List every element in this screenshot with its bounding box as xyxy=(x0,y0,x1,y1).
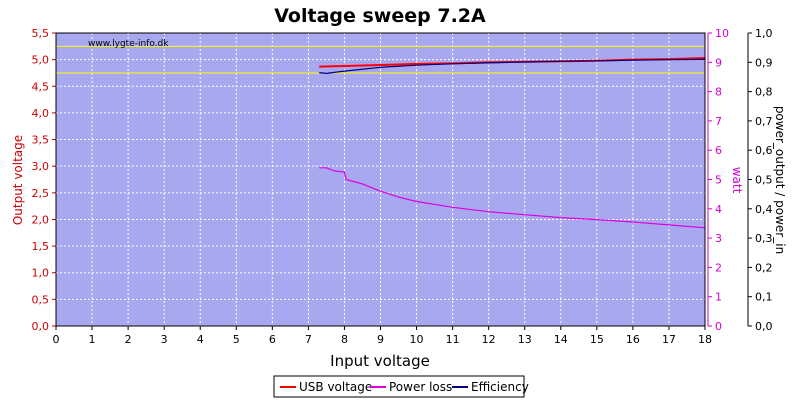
left-tick-label: 0,5 xyxy=(32,293,50,306)
right2-tick-label: 0,1 xyxy=(755,291,773,304)
legend-label-usb-voltage: USB voltage xyxy=(299,380,372,394)
right2-tick-label: 0,7 xyxy=(755,115,773,128)
x-tick-label: 9 xyxy=(377,333,384,346)
reference-lines xyxy=(56,45,705,74)
right2-tick-label: 0,5 xyxy=(755,174,773,187)
left-tick-label: 2,0 xyxy=(32,213,50,226)
right2-tick-label: 0,0 xyxy=(755,320,773,333)
series-layer xyxy=(319,57,706,229)
right1-tick-label: 9 xyxy=(715,56,722,69)
x-tick-label: 16 xyxy=(626,333,640,346)
x-tick-label: 3 xyxy=(161,333,168,346)
x-tick-label: 6 xyxy=(269,333,276,346)
left-tick-label: 4,5 xyxy=(32,80,50,93)
right2-axis-label: power_output / power_in xyxy=(773,106,787,254)
right2-tick-label: 0,8 xyxy=(755,86,773,99)
right2-tick-label: 0,4 xyxy=(755,203,773,216)
right1-tick-label: 7 xyxy=(715,115,722,128)
right1-tick-label: 1 xyxy=(715,291,722,304)
series-line-efficiency xyxy=(319,58,706,75)
right1-tick-label: 4 xyxy=(715,203,722,216)
legend: USB voltage Power loss Efficiency xyxy=(273,375,529,398)
grid-lines xyxy=(55,32,706,327)
x-tick-label: 17 xyxy=(662,333,676,346)
right2-tick-label: 0,9 xyxy=(755,56,773,69)
left-tick-label: 3,5 xyxy=(32,134,50,147)
legend-label-power-loss: Power loss xyxy=(389,380,452,394)
right1-tick-label: 10 xyxy=(715,27,729,40)
legend-label-efficiency: Efficiency xyxy=(471,380,529,394)
right1-tick-label: 8 xyxy=(715,86,722,99)
plot-frame xyxy=(55,32,706,327)
left-tick-label: 1,0 xyxy=(32,267,50,280)
series-line-power-loss xyxy=(319,167,706,229)
left-tick-label: 5,5 xyxy=(32,27,50,40)
x-tick-label: 5 xyxy=(233,333,240,346)
x-tick-label: 14 xyxy=(554,333,568,346)
x-tick-label: 10 xyxy=(410,333,424,346)
x-tick-label: 15 xyxy=(590,333,604,346)
left-axis-label: Output voltage xyxy=(11,135,25,225)
x-tick-label: 7 xyxy=(305,333,312,346)
left-tick-label: 2,5 xyxy=(32,187,50,200)
x-tick-label: 2 xyxy=(125,333,132,346)
right1-axis-label: watt xyxy=(730,167,744,194)
x-tick-label: 18 xyxy=(698,333,712,346)
right1-tick-label: 0 xyxy=(715,320,722,333)
x-axis-label: Input voltage xyxy=(330,352,430,370)
left-tick-label: 1,5 xyxy=(32,240,50,253)
x-tick-label: 11 xyxy=(446,333,460,346)
left-tick-label: 5,0 xyxy=(32,54,50,67)
left-tick-label: 0,0 xyxy=(32,320,50,333)
chart-title: Voltage sweep 7.2A xyxy=(274,5,486,27)
axes: 0 1 2 3 4 5 6 7 8 9 10 11 12 13 14 15 16 17 180,00,51,01,5… xyxy=(32,27,773,346)
right1-tick-label: 3 xyxy=(715,232,722,245)
right1-tick-label: 5 xyxy=(715,174,722,187)
right1-tick-label: 6 xyxy=(715,144,722,157)
right2-tick-label: 0,2 xyxy=(755,261,773,274)
x-tick-label: 4 xyxy=(197,333,204,346)
x-tick-label: 1 xyxy=(89,333,96,346)
x-tick-label: 0 xyxy=(53,333,60,346)
left-tick-label: 3,0 xyxy=(32,160,50,173)
right2-tick-label: 1,0 xyxy=(755,27,773,40)
right1-tick-label: 2 xyxy=(715,261,722,274)
watermark: www.lygte-info.dk xyxy=(88,39,169,49)
right2-tick-label: 0,6 xyxy=(755,144,773,157)
x-tick-label: 13 xyxy=(518,333,532,346)
x-tick-label: 12 xyxy=(482,333,496,346)
legend-box xyxy=(273,375,525,398)
x-tick-label: 8 xyxy=(341,333,348,346)
left-tick-label: 4,0 xyxy=(32,107,50,120)
right2-tick-label: 0,3 xyxy=(755,232,773,245)
